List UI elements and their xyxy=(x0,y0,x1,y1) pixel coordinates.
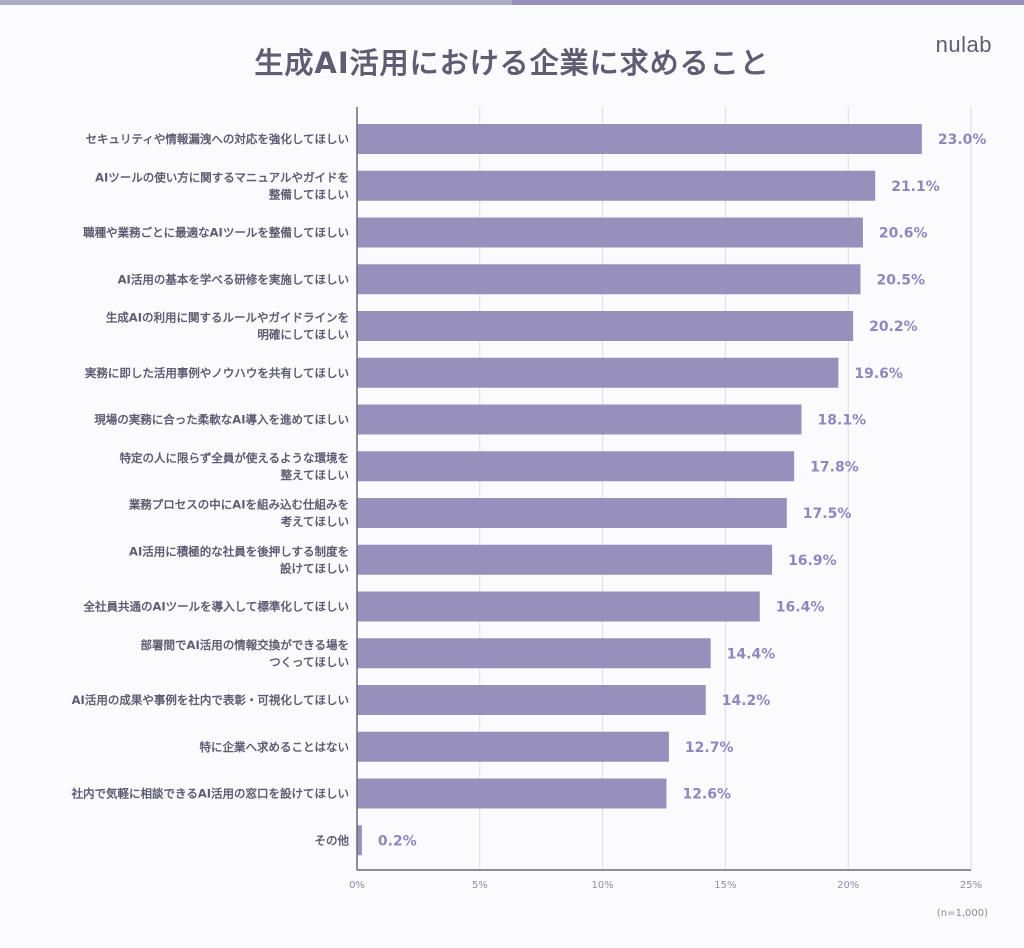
bar xyxy=(357,498,787,528)
x-tick-label: 20% xyxy=(837,880,859,891)
category-label: 部署間でAI活用の情報交換ができる場を xyxy=(141,638,349,652)
value-label: 19.6% xyxy=(854,366,903,382)
category-label: 全社員共通のAIツールを導入して標準化してほしい xyxy=(83,600,350,614)
category-label: 現場の実務に合った柔軟なAI導入を進めてほしい xyxy=(94,413,349,427)
bar xyxy=(357,124,922,154)
bar xyxy=(357,404,802,435)
value-label: 23.0% xyxy=(938,132,987,148)
chart-title: 生成AI活用における企業に求めること xyxy=(254,46,770,80)
category-label: その他 xyxy=(315,833,350,847)
x-tick-label: 0% xyxy=(349,880,365,891)
category-label: 考えてほしい xyxy=(281,515,349,529)
bar xyxy=(357,638,711,669)
x-tick-label: 10% xyxy=(591,880,613,891)
bar xyxy=(357,170,876,201)
value-label: 18.1% xyxy=(818,413,867,429)
bar xyxy=(357,451,795,482)
bar xyxy=(357,264,861,295)
value-label: 0.2% xyxy=(378,833,417,849)
top-accent-bar-left xyxy=(0,0,512,5)
category-label: 業務プロセスの中にAIを組み込む仕組みを xyxy=(128,498,349,512)
value-label: 16.4% xyxy=(776,600,825,616)
bar xyxy=(357,778,667,809)
value-label: 20.2% xyxy=(869,319,918,335)
top-accent-bar-right xyxy=(512,0,1024,5)
bar xyxy=(357,357,839,388)
bar xyxy=(357,825,362,856)
category-label: AI活用に積極的な社員を後押しする制度を xyxy=(129,544,349,558)
bar xyxy=(357,685,706,715)
x-tick-label: 5% xyxy=(472,880,488,891)
category-label: AI活用の基本を学べる研修を実施してほしい xyxy=(118,272,349,286)
category-label: 社内で気軽に相談できるAI活用の窓口を設けてほしい xyxy=(71,787,349,801)
category-label: 特定の人に限らず全員が使えるような環境を xyxy=(120,451,349,465)
category-label: AI活用の成果や事例を社内で表彰・可視化してほしい xyxy=(72,693,349,707)
category-label: セキュリティや情報漏洩への対応を強化してほしい xyxy=(86,132,349,146)
category-label: 明確にしてほしい xyxy=(257,328,349,342)
category-label: 整備してほしい xyxy=(268,187,349,201)
category-label: 生成AIの利用に関するルールやガイドラインを xyxy=(106,311,349,325)
category-label: 実務に即した活用事例やノウハウを共有してほしい xyxy=(85,366,349,380)
value-label: 16.9% xyxy=(788,553,837,569)
category-label: つくってほしい xyxy=(269,655,349,669)
bar xyxy=(357,217,863,248)
value-label: 14.2% xyxy=(722,693,771,709)
value-label: 14.4% xyxy=(727,646,776,662)
nulab-logo: nulab xyxy=(935,32,992,57)
category-label: 設けてほしい xyxy=(280,561,349,575)
value-label: 17.5% xyxy=(803,506,852,522)
category-label: 職種や業務ごとに最適なAIツールを整備してほしい xyxy=(83,226,349,240)
sample-size-note: (n=1,000) xyxy=(936,908,988,919)
bar xyxy=(357,544,773,575)
bar xyxy=(357,591,760,622)
value-label: 17.8% xyxy=(810,459,859,475)
category-label: AIツールの使い方に関するマニュアルやガイドを xyxy=(95,170,349,184)
category-label: 整えてほしい xyxy=(280,468,349,482)
value-label: 12.7% xyxy=(685,740,734,756)
value-label: 20.6% xyxy=(879,226,928,242)
category-label: 特に企業へ求めることはない xyxy=(200,740,350,754)
x-tick-label: 25% xyxy=(960,880,982,891)
bar xyxy=(357,731,669,762)
value-label: 21.1% xyxy=(891,179,940,195)
x-tick-label: 15% xyxy=(714,880,736,891)
bar xyxy=(357,311,854,341)
value-label: 20.5% xyxy=(876,272,925,288)
value-label: 12.6% xyxy=(682,787,731,803)
